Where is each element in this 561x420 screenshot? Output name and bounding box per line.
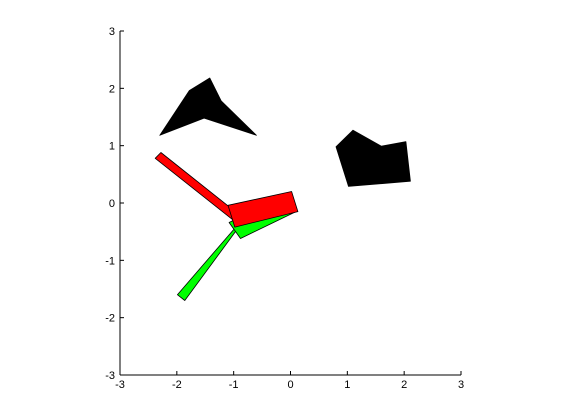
arm-red-link-1: [154, 152, 239, 221]
y-tick-label: 2: [109, 83, 115, 95]
x-tick-label: 2: [401, 379, 407, 391]
y-tick-label: 0: [109, 198, 115, 210]
shapes-layer: [154, 77, 411, 301]
arm-red-link-2: [227, 191, 299, 228]
x-tick-label: 1: [344, 379, 350, 391]
obstacle-pentagon: [335, 129, 411, 187]
x-tick-label: 0: [287, 379, 293, 391]
x-tick-label: 3: [458, 379, 464, 391]
y-ticks: -3 -2 -1 0 1 2 3: [105, 26, 124, 382]
y-tick-label: -3: [105, 370, 115, 382]
x-tick-label: -3: [115, 379, 125, 391]
x-tick-label: -2: [172, 379, 182, 391]
x-tick-label: -1: [229, 379, 239, 391]
x-ticks: -3 -2 -1 0 1 2 3: [115, 371, 464, 391]
y-tick-label: -1: [105, 255, 115, 267]
obstacle-arrowhead: [159, 77, 257, 136]
arm-green-link-1: [176, 222, 243, 301]
y-tick-label: -2: [105, 313, 115, 325]
y-tick-label: 1: [109, 141, 115, 153]
y-tick-label: 3: [109, 26, 115, 38]
